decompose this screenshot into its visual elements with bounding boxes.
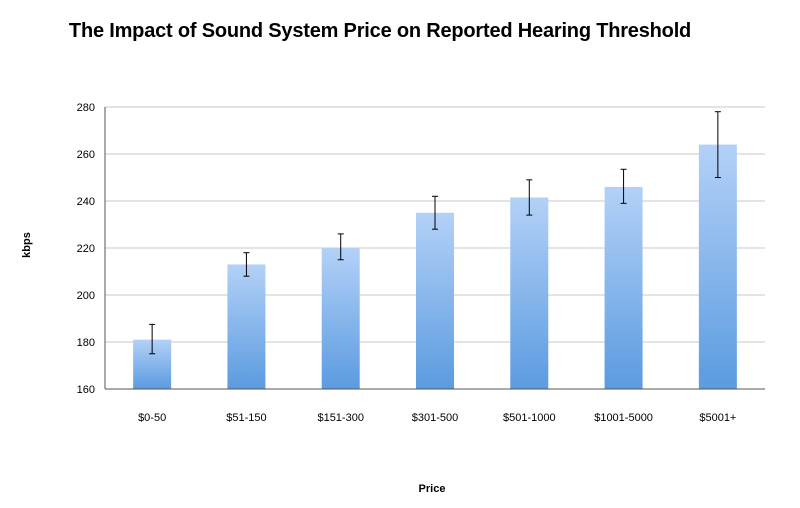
y-axis-title: kbps xyxy=(21,232,33,258)
error-bar xyxy=(620,168,627,204)
y-tick-label: 200 xyxy=(77,290,95,302)
bar xyxy=(416,212,454,389)
y-tick-label: 240 xyxy=(77,196,95,208)
bar xyxy=(698,144,737,389)
x-tick-label: $151-300 xyxy=(317,412,364,424)
x-tick-label: $501-1000 xyxy=(503,412,556,424)
error-bar xyxy=(526,179,533,216)
bar xyxy=(510,197,549,389)
y-tick-label: 260 xyxy=(77,149,95,161)
error-bar xyxy=(432,195,438,230)
error-bar xyxy=(714,111,721,178)
y-tick-label: 160 xyxy=(77,384,95,396)
x-tick-label: $0-50 xyxy=(138,412,166,424)
chart-title: The Impact of Sound System Price on Repo… xyxy=(68,20,692,42)
bar xyxy=(321,248,360,389)
error-bar xyxy=(337,233,344,261)
x-tick-label: $301-500 xyxy=(412,412,459,424)
x-axis-title: Price xyxy=(419,483,446,495)
error-bar xyxy=(243,252,250,277)
y-tick-label: 280 xyxy=(77,102,95,114)
bar xyxy=(604,186,643,389)
error-bars xyxy=(149,111,721,355)
x-tick-label: $5001+ xyxy=(699,412,736,424)
x-tick-label: $1001-5000 xyxy=(594,412,653,424)
y-tick-label: 220 xyxy=(77,243,95,255)
x-tick-label: $51-150 xyxy=(226,412,266,424)
bars xyxy=(133,144,737,389)
bar xyxy=(227,264,266,389)
error-bar xyxy=(149,323,156,355)
axes: 160 180 200 220 240 260 280 $0-50 $51-150 $151-30… xyxy=(77,102,765,424)
y-tick-label: 180 xyxy=(77,337,95,349)
